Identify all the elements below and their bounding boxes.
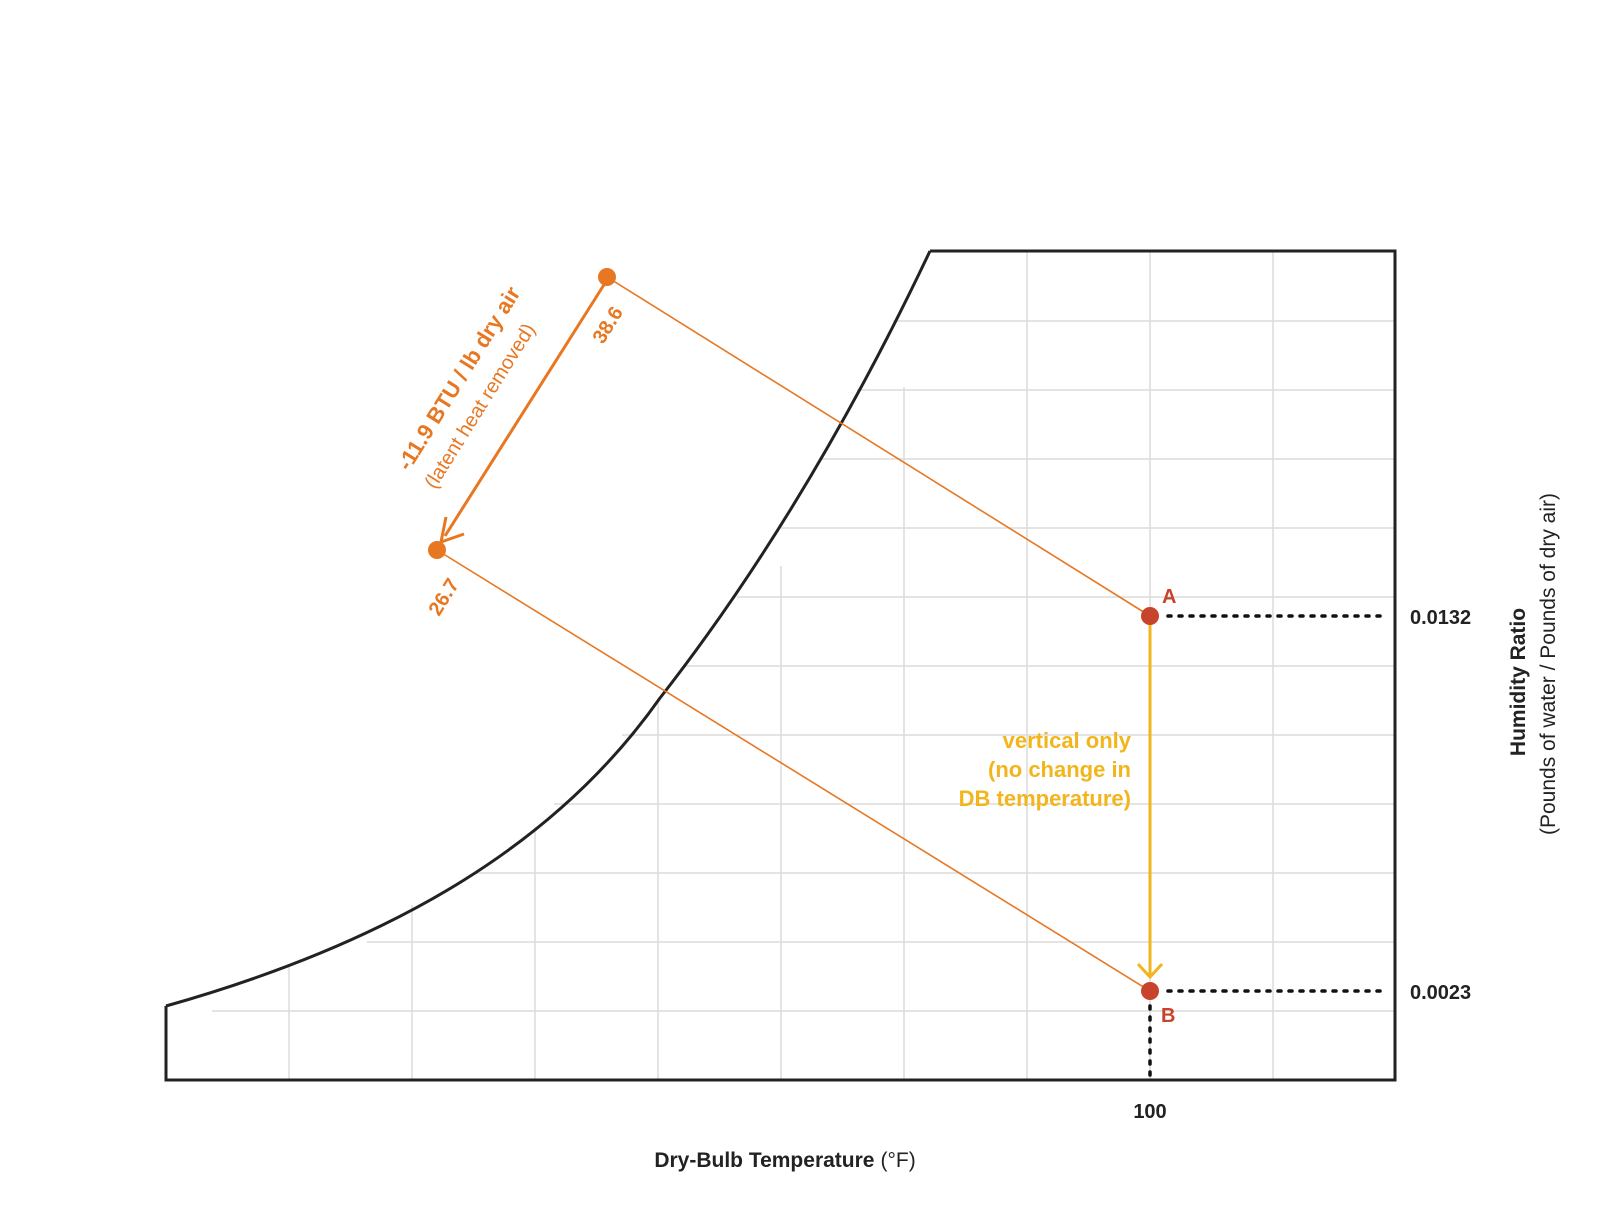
- chart-frame: [164, 249, 1397, 1082]
- enthalpy-start-value: 38.6: [589, 303, 628, 348]
- x-tick-label: 100: [1133, 1101, 1166, 1123]
- humidity-ratio-b: 0.0023: [1410, 982, 1471, 1004]
- x-axis-title-main: Dry-Bulb Temperature: [654, 1149, 874, 1172]
- humidity-ratio-a: 0.0132: [1410, 607, 1471, 629]
- enthalpy-line-b: [436, 549, 1151, 992]
- enthalpy-line-a: [606, 276, 1151, 617]
- point-b: [1141, 982, 1159, 1000]
- process-arrowhead: [1136, 962, 1164, 980]
- point-a: [1141, 607, 1159, 625]
- process-note-line2: (no change in: [988, 757, 1131, 782]
- enthalpy-end-value: 26.7: [425, 575, 464, 620]
- y-axis-subtitle: (Pounds of water / Pounds of dry air): [1537, 493, 1560, 835]
- enthalpy-end-point: [428, 541, 446, 559]
- y-axis-title: Humidity Ratio: [1507, 608, 1530, 756]
- point-a-label: A: [1162, 586, 1176, 608]
- enthalpy-arrowhead: [439, 516, 465, 545]
- enthalpy-start-point: [598, 268, 616, 286]
- enthalpy-change-arrow: [443, 279, 609, 537]
- point-b-label: B: [1161, 1005, 1175, 1027]
- x-axis-title: Dry-Bulb Temperature (°F): [654, 1149, 915, 1172]
- process-note-line3: DB temperature): [959, 786, 1131, 811]
- process-note-line1: vertical only: [1003, 728, 1132, 753]
- saturation-curve: [165, 250, 932, 1008]
- x-axis-title-unit: (°F): [880, 1149, 915, 1172]
- grid: [212, 252, 1395, 1080]
